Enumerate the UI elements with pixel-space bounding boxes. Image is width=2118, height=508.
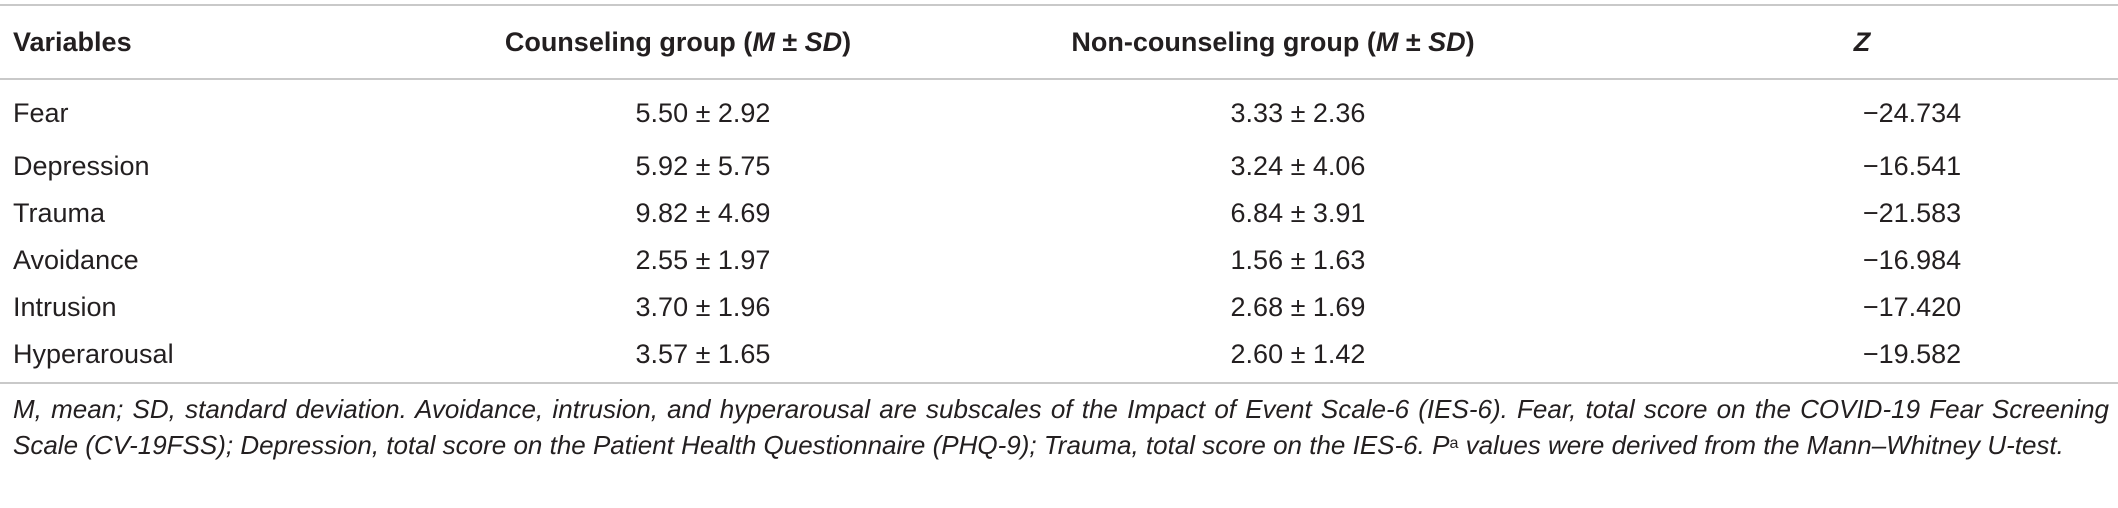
cell-p: <0.001 [2051,78,2118,143]
cell-variable: Intrusion [13,292,117,322]
cell-z: −21.583 [1862,198,1962,228]
cell-noncounseling: 3.24 ± 4.06 [1230,151,1366,181]
cell-counseling: 2.55 ± 1.97 [635,245,771,275]
table-row: Avoidance 2.55 ± 1.97 1.56 ± 1.63 −16.98… [0,237,2118,284]
header-z: Z [1853,26,1871,57]
cell-counseling: 3.70 ± 1.96 [635,292,771,322]
results-table: Variables Counseling group (M ± SD) Non-… [0,6,2118,378]
cell-p: <0.001 [2051,190,2118,237]
cell-variable: Hyperarousal [13,339,174,369]
table-row: Intrusion 3.70 ± 1.96 2.68 ± 1.69 −17.42… [0,284,2118,331]
header-variables: Variables [13,26,132,57]
cell-counseling: 3.57 ± 1.65 [635,339,771,369]
cell-noncounseling: 6.84 ± 3.91 [1230,198,1366,228]
cell-counseling: 5.92 ± 5.75 [635,151,771,181]
table-top-rule [0,4,2118,6]
cell-z: −24.734 [1862,98,1962,128]
cell-p: <0.001 [2051,331,2118,378]
table-header-rule [0,78,2118,80]
cell-z: −16.984 [1862,245,1962,275]
header-row: Variables Counseling group (M ± SD) Non-… [0,6,2118,78]
header-counseling-group: Counseling group (M ± SD) [504,26,852,57]
cell-counseling: 5.50 ± 2.92 [635,98,771,128]
cell-p: <0.001 [2051,143,2118,190]
cell-z: −16.541 [1862,151,1962,181]
cell-noncounseling: 2.60 ± 1.42 [1230,339,1366,369]
cell-variable: Trauma [13,198,106,228]
cell-noncounseling: 1.56 ± 1.63 [1230,245,1366,275]
cell-z: −19.582 [1862,339,1962,369]
cell-counseling: 9.82 ± 4.69 [635,198,771,228]
table-row: Trauma 9.82 ± 4.69 6.84 ± 3.91 −21.583 <… [0,190,2118,237]
table-row: Depression 5.92 ± 5.75 3.24 ± 4.06 −16.5… [0,143,2118,190]
cell-noncounseling: 3.33 ± 2.36 [1230,98,1366,128]
header-noncounseling-group: Non-counseling group (M ± SD) [1071,26,1475,57]
cell-z: −17.420 [1862,292,1962,322]
table-footnote: M, mean; SD, standard deviation. Avoidan… [13,394,2109,460]
cell-variable: Fear [13,98,69,128]
table-bottom-rule [0,382,2118,384]
cell-variable: Depression [13,151,150,181]
table-row: Hyperarousal 3.57 ± 1.65 2.60 ± 1.42 −19… [0,331,2118,378]
table-row: Fear 5.50 ± 2.92 3.33 ± 2.36 −24.734 <0.… [0,78,2118,143]
cell-noncounseling: 2.68 ± 1.69 [1230,292,1366,322]
header-p: Pa [2051,6,2118,78]
cell-p: <0.001 [2051,284,2118,331]
cell-p: <0.001 [2051,237,2118,284]
cell-variable: Avoidance [13,245,139,275]
